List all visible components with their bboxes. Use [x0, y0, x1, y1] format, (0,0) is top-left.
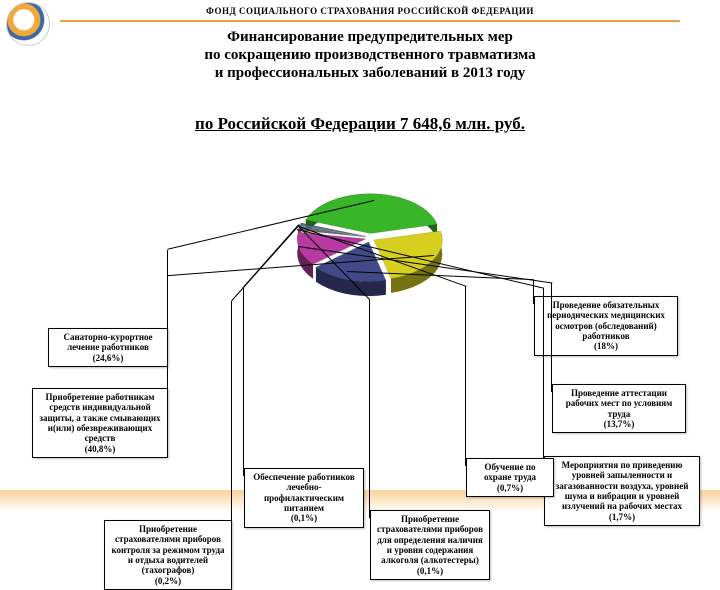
callout-ppe: Приобретение работникам средств индивиду…	[32, 388, 168, 458]
leader-line	[533, 280, 534, 304]
header: ФОНД СОЦИАЛЬНОГО СТРАХОВАНИЯ РОССИЙСКОЙ …	[0, 0, 720, 92]
callout-pct: (1,7%)	[549, 512, 695, 522]
leader-line	[231, 301, 232, 528]
callout-tachograph: Приобретение страхователями приборов кон…	[104, 520, 232, 590]
callout-pct: (0,7%)	[471, 483, 549, 493]
callout-pct: (24,6%)	[53, 353, 163, 363]
title-line-1: Финансирование предупредительных мер	[227, 29, 513, 45]
callout-label: Мероприятия по приведению уровней запыле…	[556, 460, 689, 511]
callout-pct: (40,8%)	[37, 444, 163, 454]
callout-label: Санаторно-курортное лечение работников	[64, 332, 153, 352]
fss-logo-icon	[6, 2, 50, 46]
callout-pct: (0,1%)	[249, 513, 359, 523]
callout-label: Приобретение страхователями приборов кон…	[111, 524, 224, 575]
leader-line	[543, 288, 544, 464]
callout-alcotest: Приобретение страхователями приборов для…	[370, 510, 490, 580]
callout-label: Приобретение работникам средств индивиду…	[39, 392, 160, 443]
pie-svg	[270, 180, 470, 310]
org-name: ФОНД СОЦИАЛЬНОГО СТРАХОВАНИЯ РОССИЙСКОЙ …	[60, 6, 680, 16]
chart-area: Приобретение работникам средств индивиду…	[0, 140, 720, 520]
leader-line	[551, 283, 552, 392]
page-title: Финансирование предупредительных мер по …	[60, 28, 680, 82]
leader-line	[369, 299, 370, 518]
leader-line	[465, 286, 466, 466]
pie-chart	[270, 180, 470, 310]
callout-pct: (18%)	[539, 341, 673, 351]
callout-pct: (0,1%)	[375, 566, 485, 576]
chart-subtitle: по Российской Федерации 7 648,6 млн. руб…	[0, 114, 720, 134]
header-rule	[60, 20, 680, 22]
callout-nutrition: Обеспечение работников лечебно-профилакт…	[244, 468, 364, 528]
title-line-3: и профессиональных заболеваний в 2013 го…	[215, 65, 525, 81]
callout-airnoise: Мероприятия по приведению уровней запыле…	[544, 456, 700, 526]
callout-training: Обучение по охране труда(0,7%)	[466, 458, 554, 497]
callout-pct: (0,2%)	[109, 576, 227, 586]
callout-sanatorium: Санаторно-курортное лечение работников(2…	[48, 328, 168, 367]
callout-label: Проведение аттестации рабочих мест по ус…	[566, 388, 673, 419]
leader-line	[167, 276, 168, 336]
callout-medexam: Проведение обязательных периодических ме…	[534, 296, 678, 356]
leader-line	[243, 288, 244, 476]
callout-pct: (13,7%)	[557, 419, 681, 429]
callout-label: Обеспечение работников лечебно-профилакт…	[253, 472, 354, 513]
title-line-2: по сокращению производственного травмати…	[204, 47, 535, 63]
callout-label: Проведение обязательных периодических ме…	[547, 300, 665, 341]
callout-attest: Проведение аттестации рабочих мест по ус…	[552, 384, 686, 433]
callout-label: Обучение по охране труда	[484, 462, 536, 482]
